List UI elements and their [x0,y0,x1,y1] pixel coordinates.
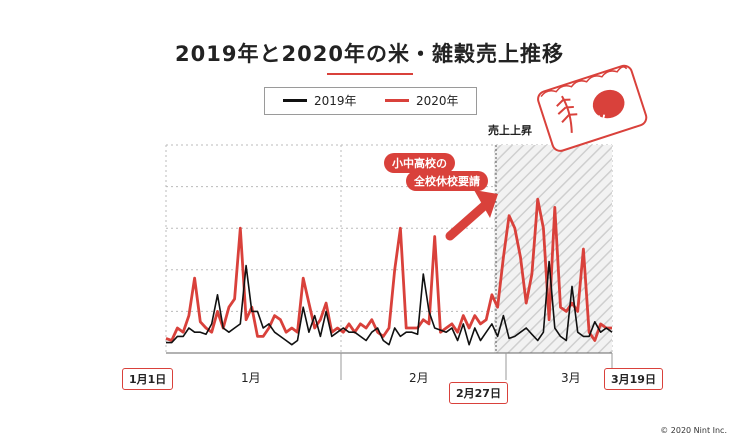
series-line-2019 [166,260,613,346]
legend: 2019年 2020年 [264,87,477,115]
legend-item-2020: 2020年 [385,92,459,109]
month-label-jan: 1月 [241,371,261,385]
legend-swatch-2019 [283,99,307,102]
callout-school-closure-line1: 小中高校の [384,153,455,173]
callout-school-closure-line2: 全校休校要請 [406,171,488,191]
date-label-start: 1月1日 [122,368,174,390]
up-arrow-icon [445,190,498,241]
legend-label-2019: 2019年 [314,94,357,108]
legend-item-2019: 2019年 [283,92,357,109]
month-label-mar: 3月 [561,371,581,385]
series-line-2020 [165,197,612,342]
title-underline [327,73,413,75]
sales-rise-label: 売上上昇 [488,124,532,137]
copyright: © 2020 Nint Inc. [660,426,727,435]
rice-bag-icon [537,64,648,152]
chart-title: 2019年と2020年の米・雑穀売上推移 [175,42,564,66]
month-label-feb: 2月 [409,371,429,385]
date-label-announcement: 2月27日 [449,382,508,404]
legend-swatch-2020 [385,99,409,102]
legend-label-2020: 2020年 [416,94,459,108]
date-label-end: 3月19日 [604,368,663,390]
